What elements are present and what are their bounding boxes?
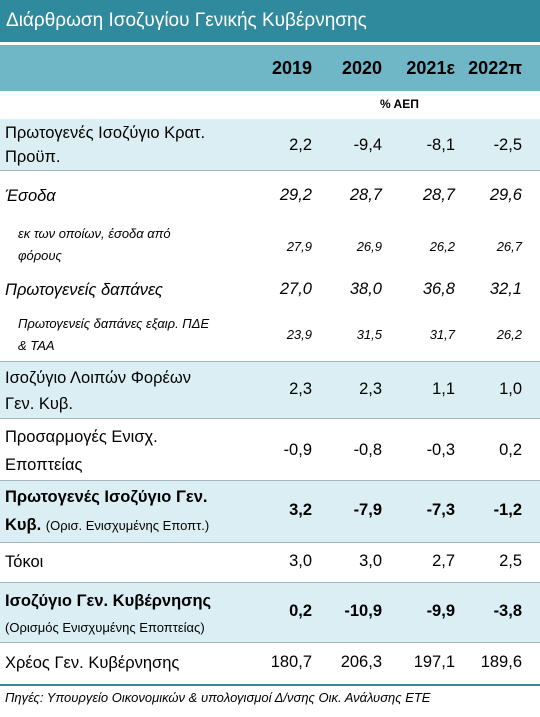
- table-cell: -0,3: [426, 441, 455, 459]
- table-row: εκ των οποίων, έσοδα από φόρους 27,9 26,…: [0, 220, 540, 272]
- source-text: Πηγές: Υπουργείο Οικονομικών & υπολογισμ…: [5, 690, 431, 705]
- table-cell: 31,7: [429, 327, 455, 342]
- table-cell: 1,0: [499, 380, 522, 398]
- table-cell: 3,2: [289, 501, 312, 519]
- table-cell: 23,9: [286, 327, 312, 342]
- table-cell: 31,5: [356, 327, 382, 342]
- table-row: Πρωτογενές Ισοζύγιο Κρατ. Προϋπ. 2,2 -9,…: [0, 119, 540, 171]
- table-row: Προσαρμογές Ενισχ. Εποπτείας -0,9 -0,8 -…: [0, 419, 540, 481]
- table-cell: 28,7: [349, 186, 382, 204]
- row-label: Κυβ. (Ορισ. Ενισχυμένης Εποπτ.): [5, 513, 209, 538]
- row-label: Προϋπ.: [5, 148, 61, 166]
- row-label-note: (Ορισ. Ενισχυμένης Εποπτ.): [45, 518, 210, 533]
- year-header: 2019 2020 2021ε 2022π: [0, 45, 540, 91]
- row-label: Ισοζύγιο Γεν. Κυβέρνησης: [5, 592, 212, 610]
- table-cell: 38,0: [349, 280, 382, 298]
- source-footnote: Πηγές: Υπουργείο Οικονομικών & υπολογισμ…: [0, 684, 540, 717]
- table-cell: 3,0: [289, 552, 312, 570]
- table-cell: -9,9: [426, 602, 455, 620]
- row-label: (Ορισμός Ενισχυμένης Εποπτείας): [5, 620, 205, 635]
- table-cell: -8,1: [426, 136, 455, 154]
- table-row: Πρωτογενείς δαπάνες εξαιρ. ΠΔΕ & ΤΑΑ 23,…: [0, 310, 540, 362]
- table-cell: 3,0: [359, 552, 382, 570]
- row-label: εκ των οποίων, έσοδα από: [18, 226, 171, 241]
- row-label: Χρέος Γεν. Κυβέρνησης: [5, 654, 180, 672]
- table-cell: -9,4: [353, 136, 382, 154]
- table-cell: 36,8: [422, 280, 455, 298]
- row-label: Ισοζύγιο Λοιπών Φορέων: [5, 369, 191, 387]
- table-cell: 180,7: [270, 653, 312, 671]
- row-label: Έσοδα: [5, 187, 56, 205]
- row-label: & ΤΑΑ: [18, 338, 55, 353]
- row-label: Γεν. Κυβ.: [5, 395, 73, 413]
- row-label: Εποπτείας: [5, 456, 83, 474]
- table-cell: 2,2: [289, 136, 312, 154]
- table-cell: 2,5: [499, 552, 522, 570]
- unit-label: % ΑΕΠ: [380, 97, 419, 111]
- table-cell: -7,3: [426, 501, 455, 519]
- table-cell: 197,1: [413, 653, 455, 671]
- row-label: Πρωτογενές Ισοζύγιο Γεν.: [5, 488, 208, 506]
- table-row: Πρωτογενείς δαπάνες 27,0 38,0 36,8 32,1: [0, 272, 540, 310]
- table-cell: -0,9: [283, 441, 312, 459]
- table-row: Πρωτογενές Ισοζύγιο Γεν. Κυβ. (Ορισ. Ενι…: [0, 481, 540, 543]
- table-cell: -1,2: [493, 501, 522, 519]
- table-title: Διάρθρωση Ισοζυγίου Γενικής Κυβέρνησης: [0, 0, 540, 42]
- row-label-part: Κυβ.: [5, 516, 42, 534]
- table-cell: 29,2: [279, 186, 312, 204]
- table-cell: 28,7: [422, 186, 455, 204]
- row-label: Τόκοι: [5, 553, 44, 571]
- table-cell: -10,9: [344, 602, 382, 620]
- year-header-cell: 2020: [341, 58, 382, 78]
- table-cell: 32,1: [489, 280, 522, 298]
- table-cell: 2,7: [432, 552, 455, 570]
- table-row: Τόκοι 3,0 3,0 2,7 2,5: [0, 543, 540, 583]
- year-header-cell: 2019: [271, 58, 312, 78]
- table-cell: 2,3: [359, 380, 382, 398]
- table-cell: 0,2: [499, 441, 522, 459]
- table-cell: 206,3: [340, 653, 382, 671]
- year-header-cell: 2022π: [468, 58, 522, 78]
- table-cell: -0,8: [353, 441, 382, 459]
- row-label: Προσαρμογές Ενισχ.: [5, 428, 158, 446]
- unit-row: % ΑΕΠ: [0, 91, 540, 119]
- table-cell: 26,7: [496, 239, 522, 254]
- table-cell: 2,3: [289, 380, 312, 398]
- row-label: φόρους: [18, 248, 62, 263]
- table-cell: 27,9: [286, 239, 312, 254]
- table-cell: 189,6: [480, 653, 522, 671]
- table-cell: 26,9: [356, 239, 382, 254]
- table-row: Ισοζύγιο Λοιπών Φορέων Γεν. Κυβ. 2,3 2,3…: [0, 362, 540, 419]
- table-row: Έσοδα 29,2 28,7 28,7 29,6: [0, 172, 540, 220]
- row-label: Πρωτογενείς δαπάνες: [5, 281, 163, 299]
- row-label: Πρωτογενές Ισοζύγιο Κρατ.: [5, 124, 206, 142]
- table-cell: 26,2: [496, 327, 522, 342]
- year-header-cell: 2021ε: [406, 58, 455, 78]
- row-label: Πρωτογενείς δαπάνες εξαιρ. ΠΔΕ: [18, 316, 210, 331]
- table-cell: 27,0: [279, 280, 312, 298]
- table-cell: 26,2: [429, 239, 455, 254]
- table-row: Χρέος Γεν. Κυβέρνησης 180,7 206,3 197,1 …: [0, 643, 540, 683]
- table-cell: -2,5: [493, 136, 522, 154]
- table-cell: -3,8: [493, 602, 522, 620]
- table-cell: 29,6: [489, 186, 522, 204]
- table-row: Ισοζύγιο Γεν. Κυβέρνησης (Ορισμός Ενισχυ…: [0, 583, 540, 643]
- table-cell: 1,1: [432, 380, 455, 398]
- table-cell: 0,2: [289, 602, 312, 620]
- table-cell: -7,9: [353, 501, 382, 519]
